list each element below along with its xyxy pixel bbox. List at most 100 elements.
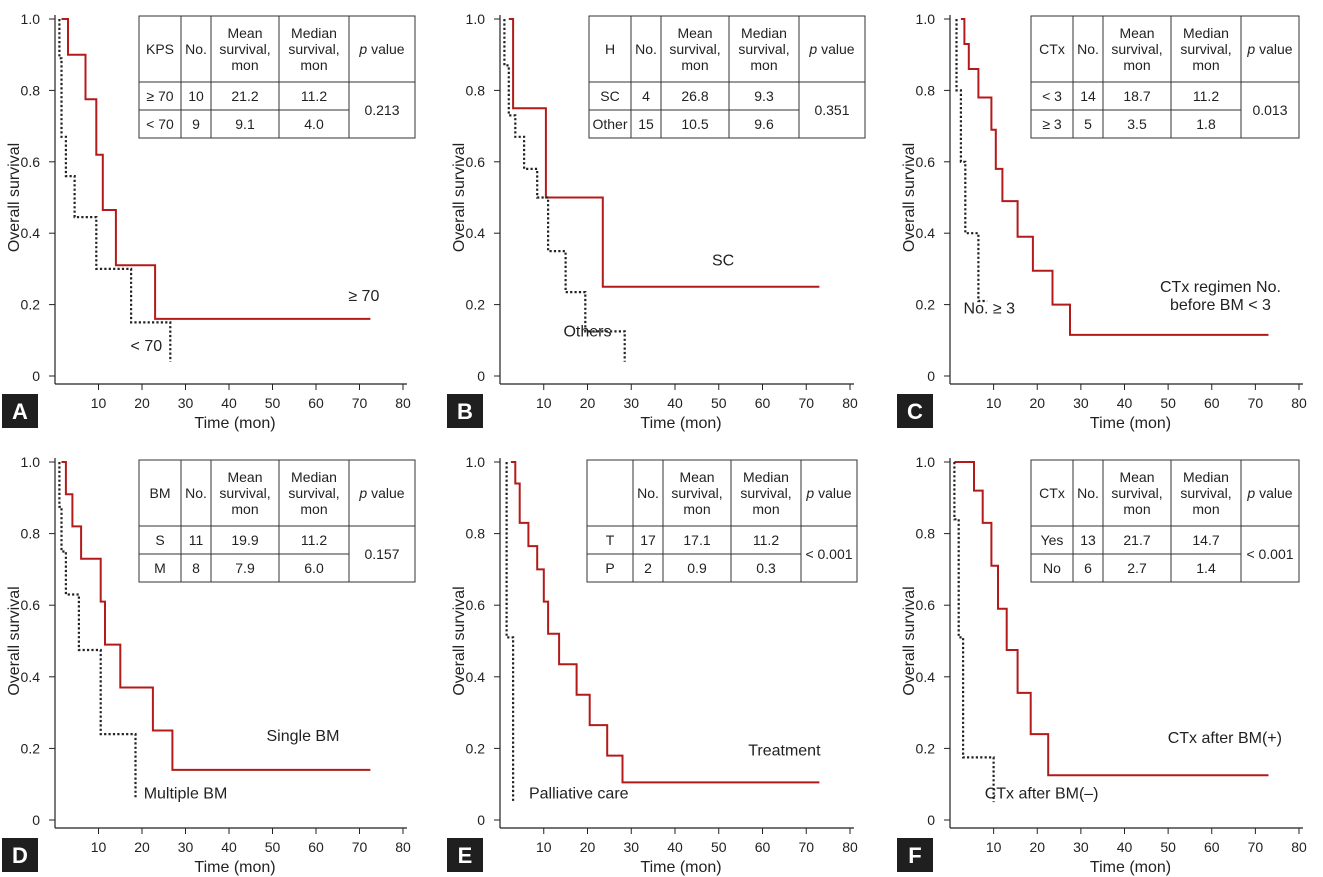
y-tick-label: 1.0 [916,454,936,470]
curve-annotation: Palliative care [529,786,629,803]
x-tick-label: 50 [265,395,281,411]
y-tick-label: 1.0 [916,11,936,27]
table-cell: 0.3 [756,560,776,576]
table-cell: T [606,532,615,548]
y-axis-label: Overall survival [6,586,23,695]
stats-table: CTx No. Mean survival, mon Median survival, mon… [1030,459,1300,583]
table-cell: 7.9 [235,560,255,576]
table-frame [138,459,416,583]
table-cell: 3.5 [1127,116,1147,132]
x-axis-label: Time (mon) [1090,415,1171,432]
y-tick-label: 0.6 [916,597,936,613]
x-tick-label: 30 [623,395,639,411]
table-header-cell: No. [1077,41,1099,57]
table-cell: 15 [638,116,654,132]
x-tick-label: 50 [1160,839,1176,855]
x-tick-label: 60 [755,839,771,855]
survival-curve-dotted [505,462,515,803]
table-cell: 11.2 [753,532,779,548]
y-tick-label: 0.2 [916,297,936,313]
x-tick-label: 70 [352,395,368,411]
x-tick-label: 30 [1073,839,1089,855]
table-cell: Other [592,116,627,132]
table-cell: 9.6 [754,116,774,132]
x-tick-label: 20 [134,395,150,411]
panel-badge [897,838,933,872]
table-header-cell: Median survival, mon [288,469,339,517]
panel-e: 0 0.2 0.4 0.6 0.8 1.0 10 20 30 40 50 60 70 80 Time (mo… [447,454,858,876]
panel-letter: E [458,843,473,868]
y-tick-label: 0.8 [916,526,936,542]
table-p-value: 0.157 [364,546,399,562]
table-cell: < 3 [1042,88,1062,104]
x-axis-label: Time (mon) [640,415,721,432]
y-tick-label: 0.6 [21,154,41,170]
y-tick-label: 0.4 [21,669,41,685]
table-frame [1030,15,1300,139]
y-tick-label: 1.0 [21,11,41,27]
x-tick-label: 20 [1029,839,1045,855]
table-header-cell: p value [1246,485,1292,501]
panel-badge [2,838,38,872]
panel-badge [447,838,483,872]
table-cell: ≥ 3 [1042,116,1062,132]
table-header-cell: p value [358,485,404,501]
x-tick-label: 60 [1204,395,1220,411]
table-cell: Yes [1041,532,1064,548]
table-header-cell: No. [185,41,207,57]
curve-annotation: SC [712,252,734,269]
y-tick-label: 1.0 [466,454,486,470]
x-tick-label: 40 [221,839,237,855]
table-cell: 2.7 [1127,560,1147,576]
x-tick-label: 30 [178,839,194,855]
x-tick-label: 40 [1117,395,1133,411]
x-tick-label: 20 [1029,395,1045,411]
y-tick-label: 0.8 [21,526,41,542]
curve-annotation: No. ≥ 3 [964,301,1016,318]
curve-annotation: < 70 [131,338,163,355]
panel-b: 0 0.2 0.4 0.6 0.8 1.0 10 20 30 40 50 60 70 80 Time (mo… [447,11,866,432]
table-header-cell: CTx [1039,485,1065,501]
y-axis-label: Overall survival [901,586,918,695]
table-cell: 9 [192,116,200,132]
table-cell: 0.9 [687,560,707,576]
table-cell: 17 [640,532,656,548]
table-cell: 1.4 [1196,560,1216,576]
x-tick-label: 20 [580,395,596,411]
curve-annotation: CTx regimen No. [1160,279,1281,296]
y-axis-label: Overall survival [451,143,468,252]
curve-annotation: Others [563,324,611,341]
y-tick-label: 0 [477,368,485,384]
x-tick-label: 70 [352,839,368,855]
x-tick-label: 80 [842,839,858,855]
table-header-cell: KPS [146,41,174,57]
table-header-cell: Mean survival, mon [219,25,270,73]
x-tick-label: 60 [755,395,771,411]
table-header-cell: Mean survival, mon [669,25,720,73]
y-tick-label: 0.2 [21,297,41,313]
stats-table: No. Mean survival, mon Median survival, mon p v… [586,459,858,583]
table-cell: 11.2 [301,88,327,104]
y-axis-label: Overall survival [451,586,468,695]
y-tick-label: 0.6 [916,154,936,170]
panel-letter: D [12,843,28,868]
y-tick-label: 0.8 [21,82,41,98]
x-axis-label: Time (mon) [640,859,721,876]
y-tick-label: 0.4 [916,669,936,685]
x-tick-label: 60 [308,395,324,411]
curve-annotation: ≥ 70 [348,288,379,305]
x-tick-label: 50 [265,839,281,855]
table-cell: 14.7 [1192,532,1219,548]
table-cell: 6.0 [304,560,324,576]
survival-curve-dotted [953,462,995,803]
y-tick-label: 0.2 [21,740,41,756]
table-p-value: < 0.001 [805,546,852,562]
table-cell: 17.1 [683,532,710,548]
y-tick-label: 0.6 [466,597,486,613]
y-axis-label: Overall survival [6,143,23,252]
y-tick-label: 0.4 [916,225,936,241]
table-p-value: < 0.001 [1246,546,1293,562]
y-tick-label: 0.2 [916,740,936,756]
x-tick-label: 80 [842,395,858,411]
panel-letter: A [12,399,28,424]
